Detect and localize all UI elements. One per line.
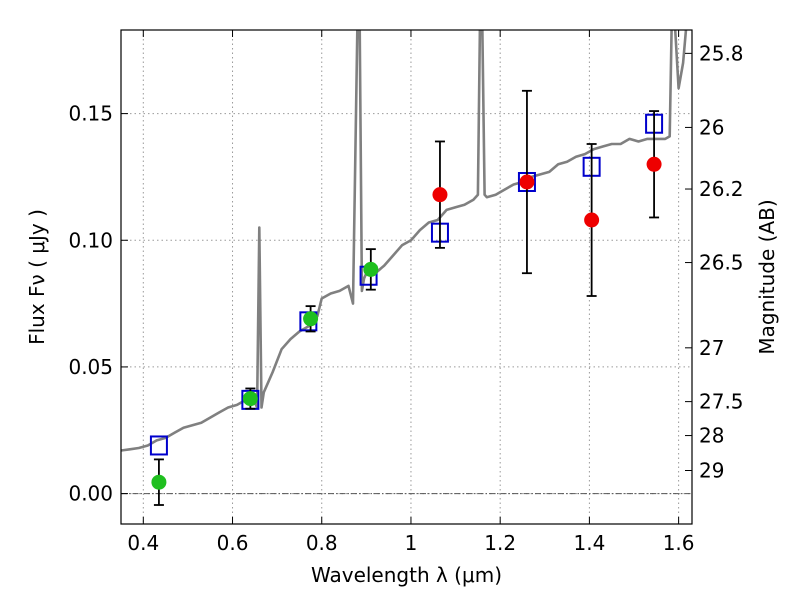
x-tick-label: 0.6 <box>217 531 249 555</box>
y2-tick-label: 26.2 <box>699 177 744 201</box>
y-tick-label: 0.05 <box>68 355 113 379</box>
x-tick-label: 1.6 <box>663 531 695 555</box>
axis-ticks: 0.4 0.6 0.8 1 1.2 1.4 1.6 0.00 0.05 0.10 0.15 25.8 2… <box>68 30 744 555</box>
grid <box>121 30 692 524</box>
observed-point-red <box>646 156 662 172</box>
x-tick-label: 1 <box>405 531 418 555</box>
observed-points-series <box>151 89 662 506</box>
observed-point-red <box>519 174 535 190</box>
observed-point-red <box>432 187 448 203</box>
y2-tick-label: 29 <box>699 458 724 482</box>
spectrum-series <box>121 30 688 452</box>
y2-tick-label: 27.5 <box>699 390 744 414</box>
x-axis-label: Wavelength λ (μm) <box>311 563 502 587</box>
plot-frame <box>120 29 693 525</box>
y-axis-label: Flux Fν ( μJy ) <box>25 209 49 345</box>
observed-point-green <box>303 311 319 327</box>
observed-point-green <box>242 391 258 407</box>
x-tick-label: 0.8 <box>306 531 338 555</box>
y-tick-label: 0.00 <box>68 482 113 506</box>
observed-point-green <box>363 261 379 277</box>
y-tick-label: 0.10 <box>68 228 113 252</box>
model-box-marker <box>149 435 168 456</box>
x-tick-label: 1.2 <box>484 531 516 555</box>
y2-tick-label: 26.5 <box>699 251 744 275</box>
y2-tick-label: 26 <box>699 115 724 139</box>
spectrum-line <box>121 30 688 452</box>
observed-point-green <box>151 474 167 490</box>
x-tick-label: 0.4 <box>127 531 159 555</box>
model-box-series <box>149 113 664 456</box>
observed-point-red <box>584 212 600 228</box>
y2-tick-label: 28 <box>699 424 724 448</box>
y2-tick-label: 27 <box>699 336 724 360</box>
x-tick-label: 1.4 <box>573 531 605 555</box>
y2-tick-label: 25.8 <box>699 41 744 65</box>
y-tick-label: 0.15 <box>68 102 113 126</box>
y2-axis-label: Magnitude (AB) <box>755 199 779 354</box>
